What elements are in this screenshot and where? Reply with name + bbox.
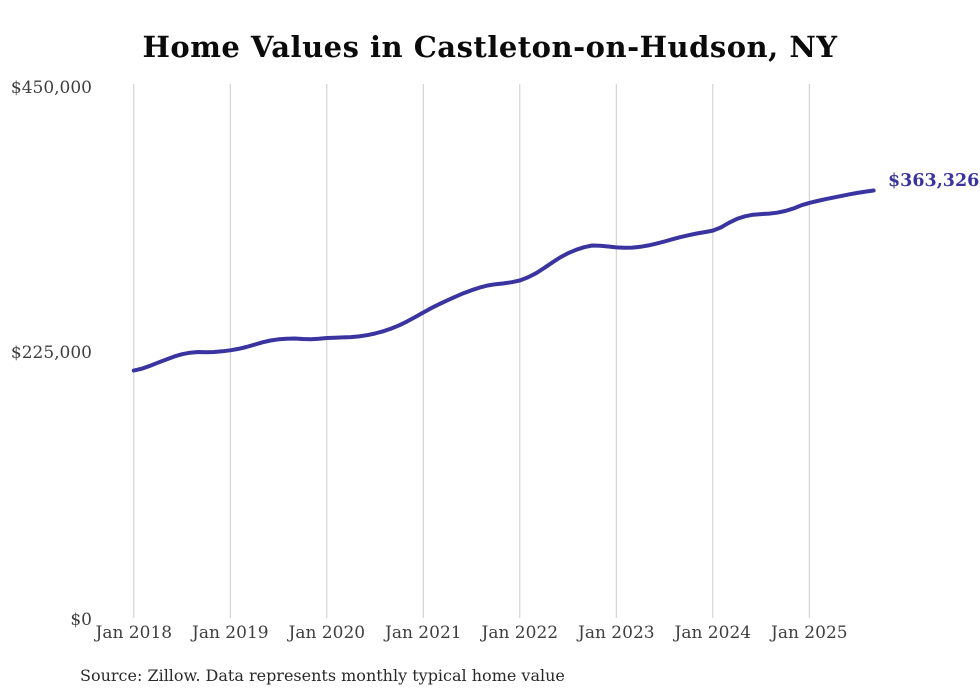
x-tick-jan-2023: Jan 2023 xyxy=(578,623,655,643)
chart-title: Home Values in Castleton-on-Hudson, NY xyxy=(142,30,838,64)
x-tick-jan-2025: Jan 2025 xyxy=(771,623,848,643)
x-tick-jan-2022: Jan 2022 xyxy=(481,623,559,643)
x-tick-jan-2018: Jan 2018 xyxy=(95,623,173,643)
y-tick-450000: $450,000 xyxy=(10,78,92,98)
x-tick-jan-2024: Jan 2024 xyxy=(674,623,752,643)
y-tick-225000: $225,000 xyxy=(10,343,92,363)
x-tick-jan-2019: Jan 2019 xyxy=(192,623,269,643)
y-tick-0: $0 xyxy=(70,610,92,630)
home-value-line xyxy=(131,188,876,373)
x-tick-jan-2020: Jan 2020 xyxy=(288,623,366,643)
x-tick-jan-2021: Jan 2021 xyxy=(385,623,462,643)
source-note: Source: Zillow. Data represents monthly … xyxy=(80,666,565,685)
latest-value-label: $363,326 xyxy=(888,171,980,191)
